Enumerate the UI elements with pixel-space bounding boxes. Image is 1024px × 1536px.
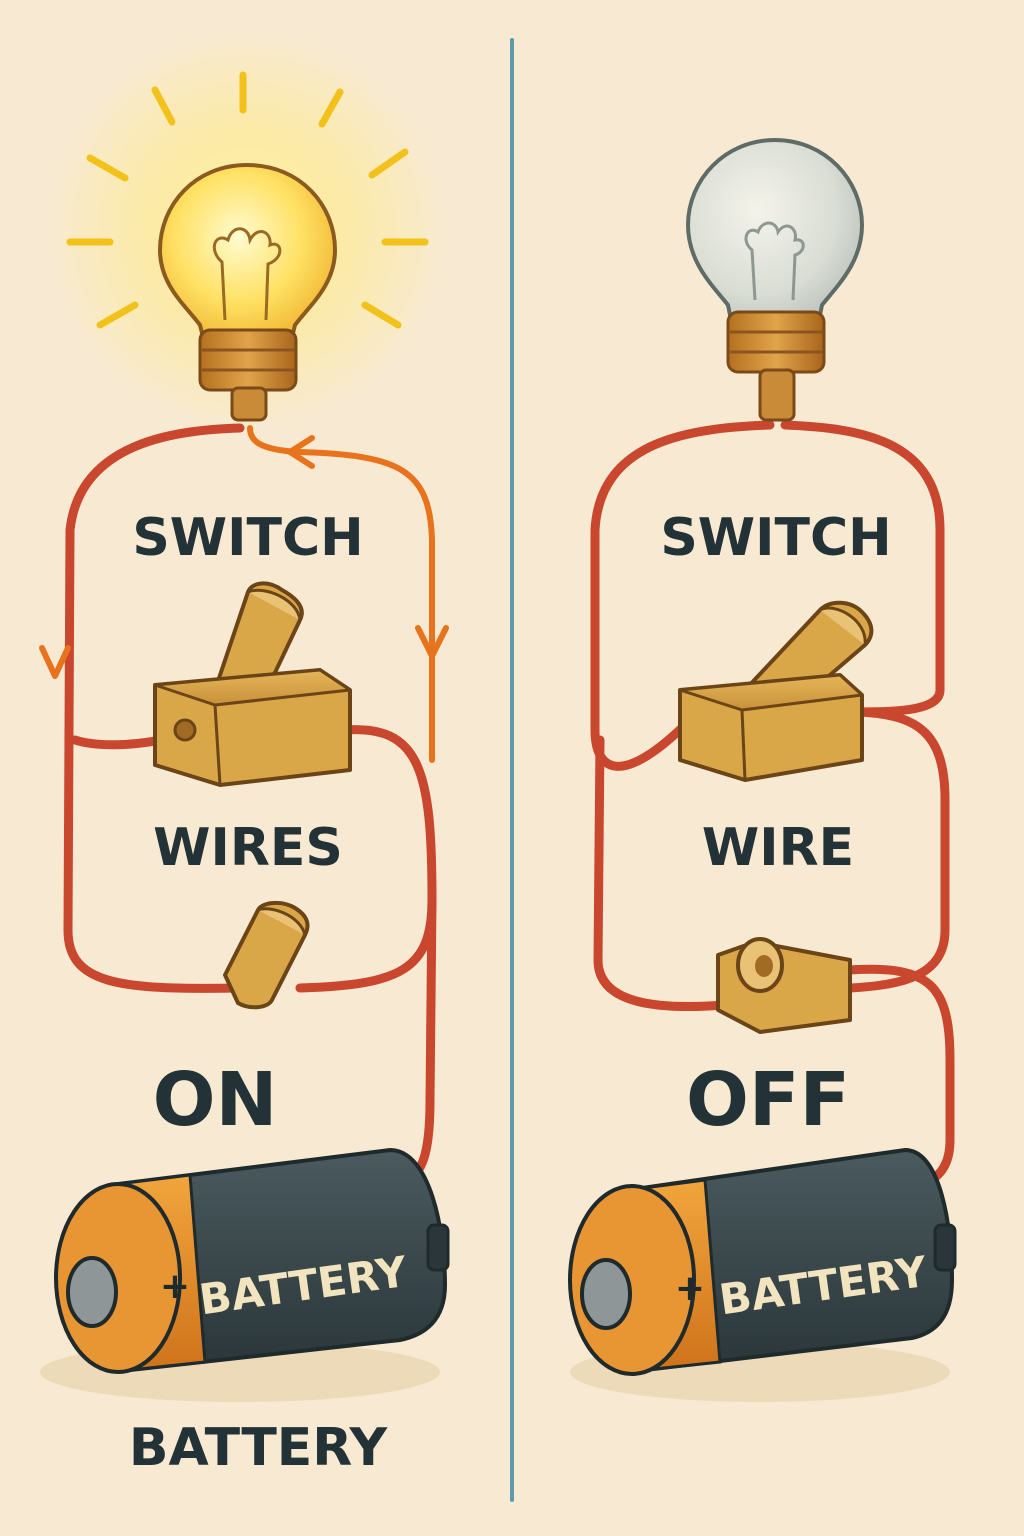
lit-bulb-icon (157, 162, 338, 422)
wires-label: WIRE (702, 818, 854, 878)
wire-connector-icon (716, 937, 852, 1034)
wire-connector-icon (223, 901, 310, 1010)
switch-label: SWITCH (660, 508, 891, 568)
current-arrow-icon (39, 435, 449, 679)
left-panel: SWITCH WIRES ON + BATTERY BATTERY (39, 30, 450, 1478)
toggle-switch-icon (678, 600, 874, 782)
plus-sign: + (160, 1266, 190, 1307)
light-rays (66, 71, 429, 329)
plus-sign: + (675, 1268, 705, 1309)
state-label: ON (153, 1057, 278, 1143)
right-wires (590, 420, 955, 1190)
unlit-bulb-icon (685, 137, 865, 422)
battery-icon: + BATTERY (568, 1147, 957, 1402)
toggle-switch-icon (153, 581, 352, 787)
battery-label: BATTERY (129, 1418, 389, 1478)
wires-label: WIRES (153, 818, 343, 878)
right-panel: SWITCH WIRE OFF + BATTERY (568, 137, 957, 1402)
state-label: OFF (686, 1057, 850, 1143)
battery-icon: + BATTERY (40, 1147, 450, 1402)
switch-label: SWITCH (132, 508, 363, 568)
